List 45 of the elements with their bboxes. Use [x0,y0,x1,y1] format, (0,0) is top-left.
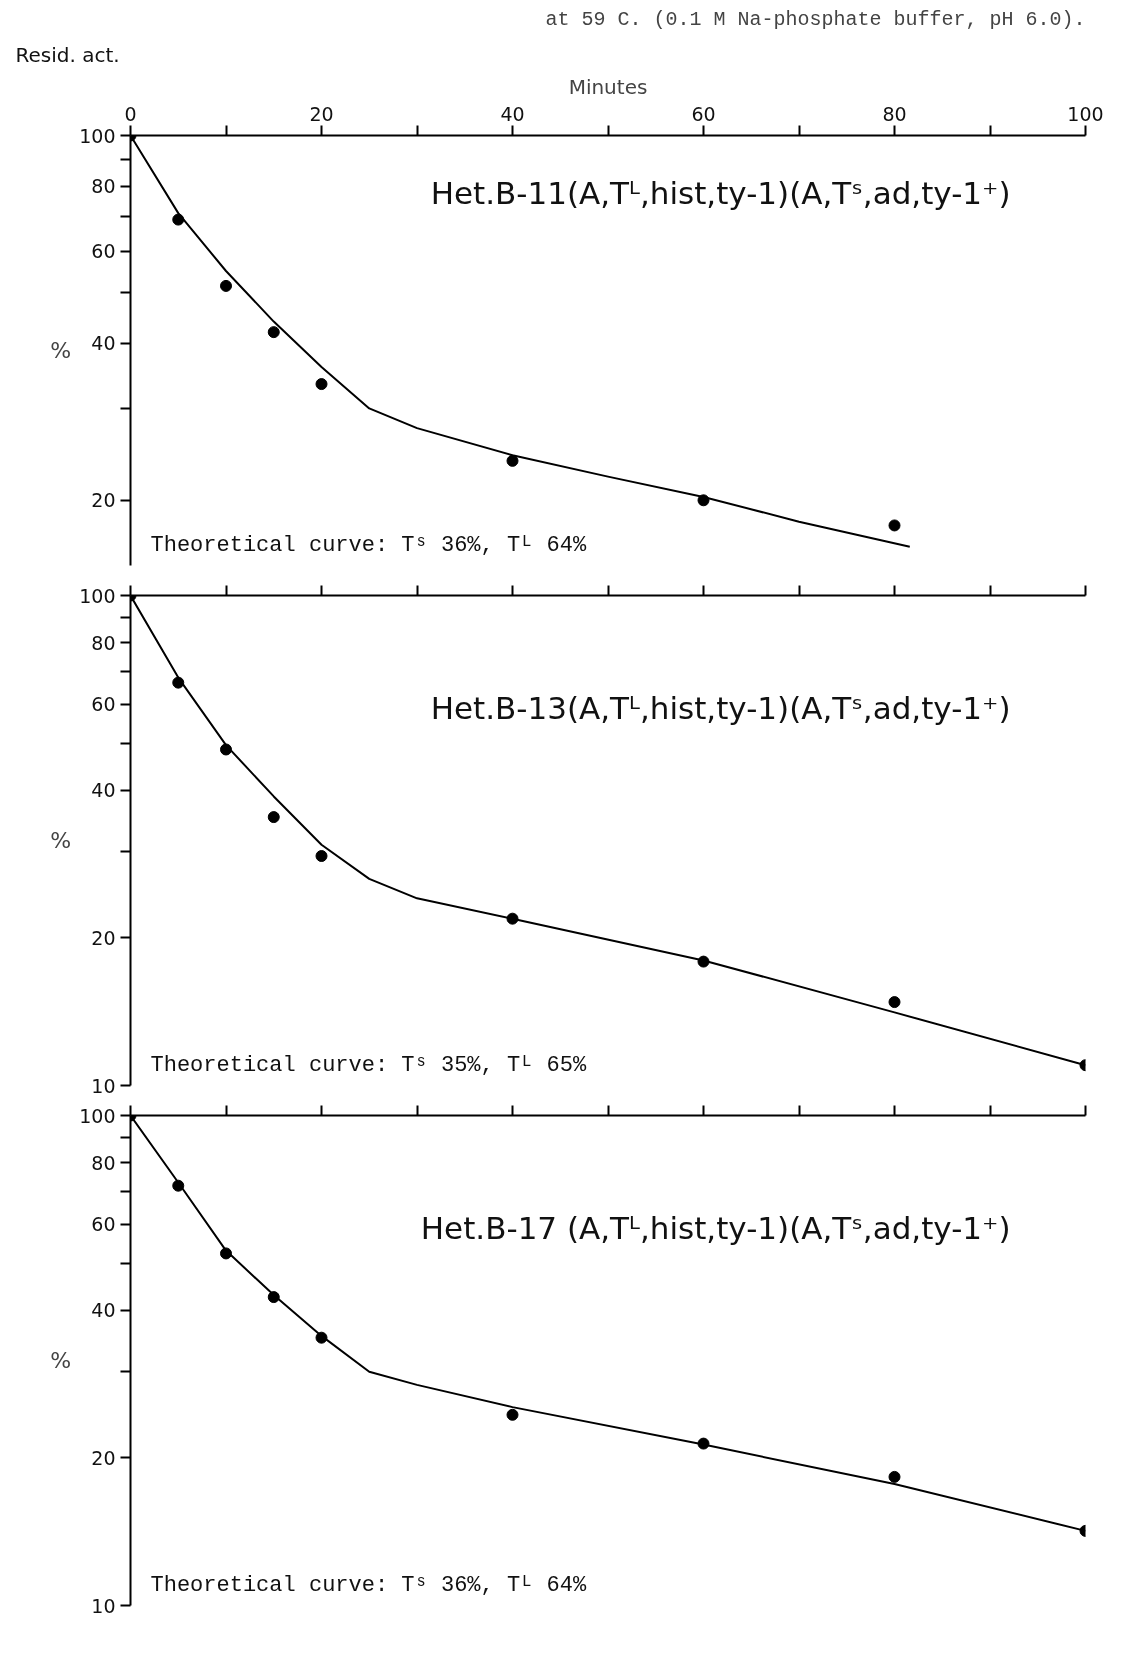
y-tick-label: 40 [91,332,116,355]
y-tick-label: 40 [91,779,116,802]
y-tick-label: 40 [91,1299,116,1322]
point [315,850,328,862]
x-tick-label: 60 [691,102,716,125]
point [315,378,328,391]
chart-title: at 59 C. (0.1 M Na-phosphate buffer, pH 6.0). [545,7,1086,31]
annotation: Theoretical curve: Tˢ 36%, Tᴸ 64% [150,1572,587,1598]
x-axis-title: Minutes [568,74,648,99]
x-tick-label: 100 [1067,102,1104,125]
point [220,279,232,292]
y-tick-label: 100 [79,124,116,147]
y-tick-label: 100 [79,584,116,607]
y-tick-label: 80 [91,631,116,654]
x-tick-label: 0 [124,102,137,125]
annotation: Het.B-11(A,Tᴸ,hist,ty-1)(A,Tˢ,ad,ty-1⁺) [430,174,1011,211]
y-tick-label: 80 [91,175,116,198]
y-tick-label: 60 [91,1213,116,1236]
y-tick-label: 10 [91,1074,116,1097]
point [888,519,901,532]
point [267,326,280,339]
y-tick-label: 20 [91,1447,116,1469]
point [888,996,901,1009]
point [506,454,519,467]
y-axis-title: % [50,828,72,853]
annotation: Het.B-13(A,Tᴸ,hist,ty-1)(A,Tˢ,ad,ty-1⁺) [430,689,1011,726]
y-tick-label: 60 [91,240,116,263]
annotation: Theoretical curve: Tˢ 35%, Tᴸ 65% [150,1052,587,1078]
y-axis-title: % [50,1348,72,1373]
y-tick-label: 20 [91,489,116,512]
text: Resid. act. [15,42,120,67]
y-axis-title: % [50,338,72,363]
y-tick-label: 80 [91,1151,116,1174]
y-tick-label: 60 [91,693,116,716]
point [888,1470,901,1483]
y-tick-label: 10 [91,1594,116,1617]
point [267,811,280,824]
point [506,1408,519,1421]
annotation: Theoretical curve: Tˢ 36%, Tᴸ 64% [150,532,587,558]
annotation: Het.B-17 (A,Tᴸ,hist,ty-1)(A,Tˢ,ad,ty-1⁺) [420,1209,1011,1246]
x-tick-label: 20 [309,102,334,125]
x-tick-label: 80 [882,102,907,125]
y-tick-label: 20 [91,927,116,949]
y-tick-label: 100 [79,1104,116,1127]
x-tick-label: 40 [500,102,525,125]
